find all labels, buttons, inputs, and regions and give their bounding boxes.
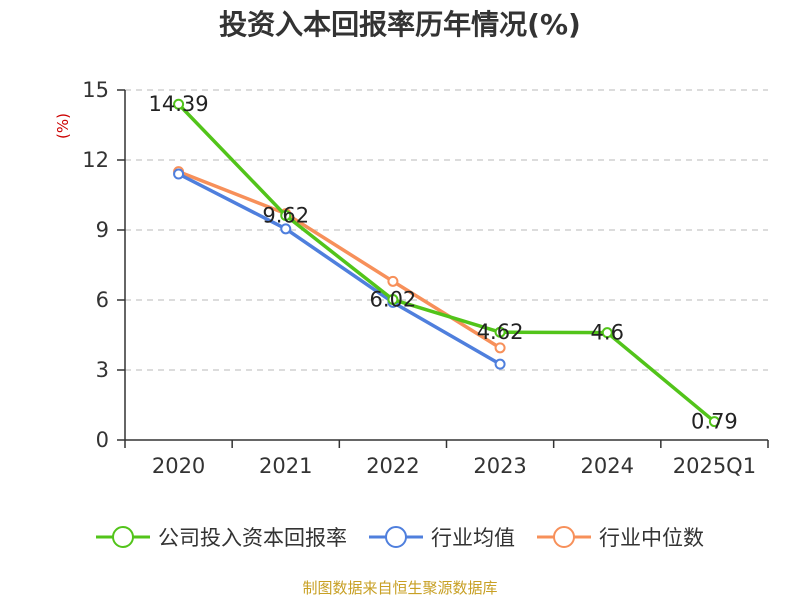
series-line xyxy=(176,172,502,366)
grid-lines xyxy=(125,89,768,371)
y-tick-label: 0 xyxy=(96,428,109,452)
data-point[interactable] xyxy=(494,342,506,354)
legend-label: 行业均值 xyxy=(431,526,515,550)
data-label: 14.39 xyxy=(149,92,209,116)
series-line xyxy=(176,102,717,424)
data-point[interactable] xyxy=(387,275,399,287)
data-label: 4.6 xyxy=(591,321,624,345)
data-label: 0.79 xyxy=(691,410,738,434)
y-tick-label: 9 xyxy=(96,218,109,242)
data-point[interactable] xyxy=(173,168,185,180)
y-tick-label: 15 xyxy=(82,78,109,102)
legend-label: 行业中位数 xyxy=(599,526,704,550)
data-labels: 14.39 9.62 6.02 4.62 4.6 0.79 xyxy=(149,92,738,433)
legend-marker xyxy=(112,526,134,548)
legend-item[interactable]: 行业中位数 xyxy=(537,526,704,550)
x-tick-label: 2025Q1 xyxy=(673,454,756,478)
x-tick-label: 2020 xyxy=(152,454,205,478)
data-label: 6.02 xyxy=(370,288,417,312)
x-tick-label: 2023 xyxy=(473,454,526,478)
x-tick-label: 2024 xyxy=(581,454,634,478)
data-point[interactable] xyxy=(387,294,399,306)
legend-item[interactable]: 公司投入资本回报率 xyxy=(96,526,347,550)
data-point[interactable] xyxy=(494,326,506,338)
legend[interactable]: 公司投入资本回报率 行业均值 行业中位数 xyxy=(96,526,704,550)
axes: 0 3 6 9 12 15 2020 2021 2022 2023 2024 2025Q1 xyxy=(82,78,769,478)
legend-item[interactable]: 行业均值 xyxy=(369,526,515,550)
legend-label: 公司投入资本回报率 xyxy=(158,526,347,550)
source-note: 制图数据来自恒生聚源数据库 xyxy=(302,579,497,597)
legend-marker xyxy=(385,526,407,548)
data-point[interactable] xyxy=(173,98,185,110)
y-tick-label: 3 xyxy=(96,358,109,382)
y-unit-label: (%) xyxy=(54,113,72,139)
y-tick-label: 6 xyxy=(96,288,109,312)
data-point[interactable] xyxy=(280,210,292,222)
data-point[interactable] xyxy=(601,327,613,339)
legend-marker xyxy=(553,526,575,548)
y-tick-label: 12 xyxy=(82,148,109,172)
data-label: 4.62 xyxy=(477,320,524,344)
series-lines xyxy=(173,98,720,428)
data-point[interactable] xyxy=(708,416,720,428)
data-point[interactable] xyxy=(494,358,506,370)
data-point[interactable] xyxy=(280,223,292,235)
chart-title: 投资入本回报率历年情况(%) xyxy=(219,8,581,41)
x-tick-label: 2021 xyxy=(259,454,312,478)
data-label: 9.62 xyxy=(262,204,309,228)
x-tick-label: 2022 xyxy=(366,454,419,478)
